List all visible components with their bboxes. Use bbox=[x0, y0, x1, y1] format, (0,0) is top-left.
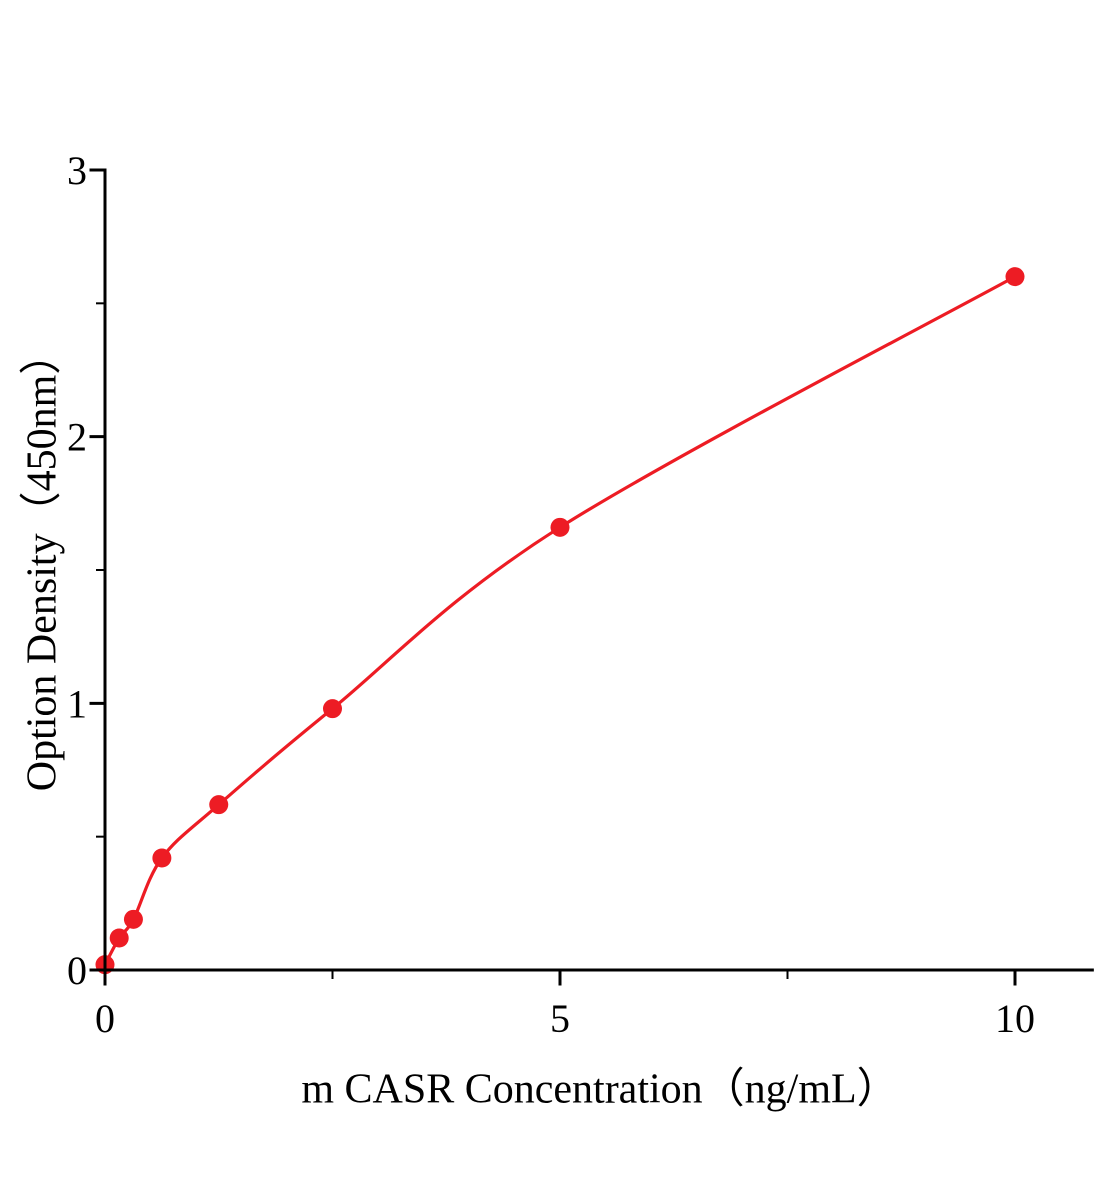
data-point bbox=[1005, 267, 1025, 287]
y-tick-label: 1 bbox=[67, 681, 87, 726]
data-point bbox=[323, 699, 342, 719]
x-tick-label: 10 bbox=[995, 996, 1035, 1041]
fit-curve bbox=[103, 275, 1016, 966]
x-axis-label: m CASR Concentration（ng/mL） bbox=[301, 1066, 899, 1113]
data-point bbox=[152, 848, 172, 868]
y-tick-label: 3 bbox=[67, 148, 87, 193]
data-point bbox=[123, 909, 143, 929]
y-axis-label: Option Density（450nm） bbox=[19, 332, 66, 792]
x-tick-label: 5 bbox=[550, 996, 570, 1041]
x-tick-label: 0 bbox=[95, 996, 115, 1041]
y-tick-label: 0 bbox=[67, 948, 87, 993]
data-point bbox=[109, 928, 129, 948]
data-point bbox=[209, 795, 229, 815]
data-point bbox=[550, 517, 570, 537]
y-tick-label: 2 bbox=[67, 415, 87, 460]
